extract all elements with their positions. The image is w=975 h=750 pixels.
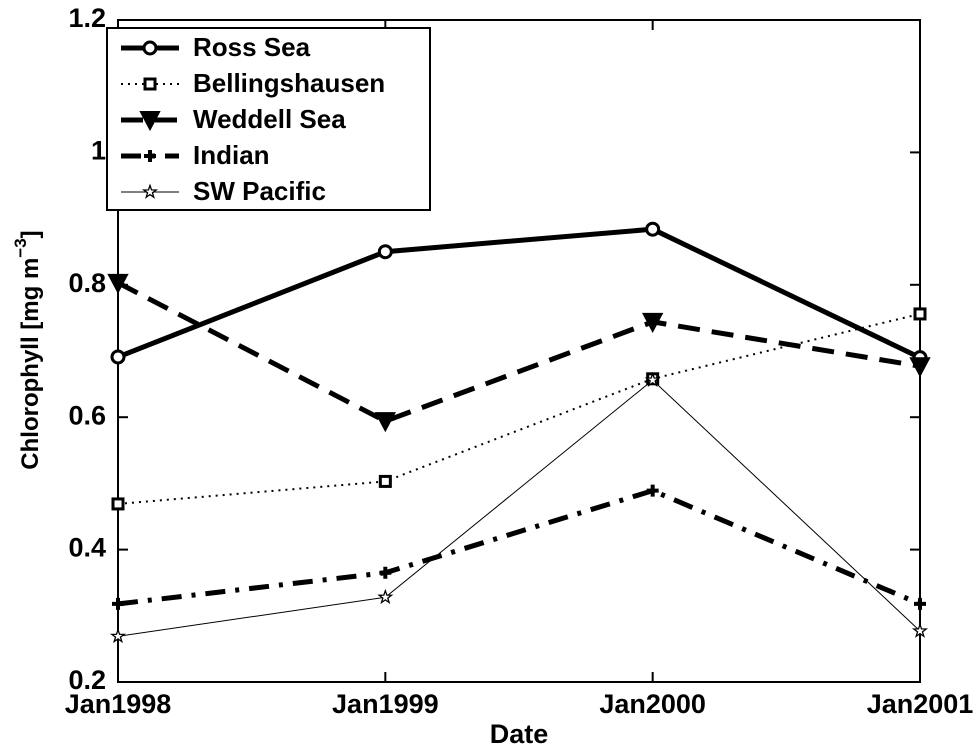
series-line — [117, 379, 921, 637]
marker — [646, 484, 659, 497]
marker — [107, 273, 129, 294]
y-axis-label-suffix: ] — [17, 230, 44, 238]
marker — [644, 371, 661, 387]
series-line — [117, 312, 921, 505]
marker — [144, 150, 156, 162]
legend-label: SW Pacific — [193, 176, 326, 206]
marker — [642, 312, 664, 334]
marker — [645, 221, 661, 237]
y-axis-label-text: Chlorophyll [mg m — [17, 258, 44, 470]
legend-label: Bellingshausen — [193, 68, 385, 98]
marker — [379, 566, 392, 579]
series-line — [117, 226, 922, 360]
marker — [378, 474, 392, 488]
marker — [110, 349, 126, 365]
y-axis-label-superscript: −3 — [11, 238, 30, 257]
y-tick-label: 1 — [91, 136, 106, 166]
marker — [141, 183, 159, 199]
marker — [111, 497, 125, 511]
marker — [112, 597, 124, 610]
y-tick-label: 0.4 — [68, 533, 106, 563]
series-line — [117, 488, 921, 607]
marker — [143, 77, 157, 91]
legend-label: Ross Sea — [193, 32, 311, 62]
x-tick-label: Jan1998 — [65, 689, 172, 719]
y-axis-label: Chlorophyll [mg m−3] — [11, 230, 44, 469]
marker — [377, 588, 394, 605]
marker — [909, 357, 931, 378]
legend-label: Weddell Sea — [193, 104, 346, 134]
y-tick-label: 1.2 — [68, 3, 106, 33]
y-tick-label: 0.6 — [68, 400, 106, 430]
marker — [914, 597, 926, 610]
marker — [142, 40, 158, 56]
series-line — [116, 280, 921, 424]
marker — [377, 244, 393, 260]
legend-label: Indian — [193, 140, 270, 170]
x-tick-label: Jan2000 — [599, 689, 706, 719]
marker — [109, 627, 127, 644]
y-tick-label: 0.8 — [68, 268, 106, 298]
marker — [139, 111, 161, 132]
marker — [911, 622, 929, 638]
x-axis-label: Date — [490, 719, 549, 749]
marker — [374, 412, 396, 433]
x-tick-label: Jan2001 — [867, 689, 974, 719]
marker — [913, 307, 927, 321]
y-tick-label: 0.2 — [68, 665, 106, 695]
x-tick-label: Jan1999 — [332, 689, 439, 719]
